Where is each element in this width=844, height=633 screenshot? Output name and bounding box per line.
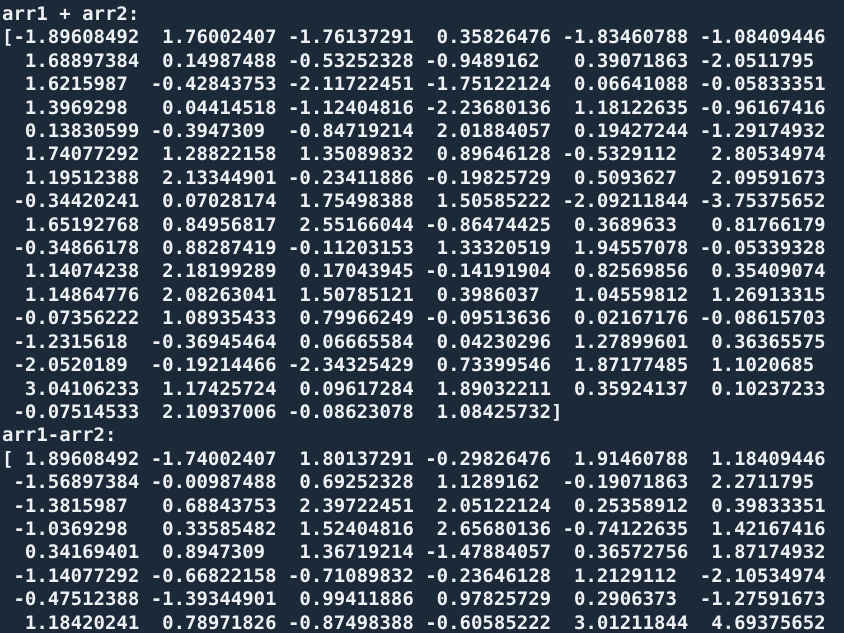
array-diff-label: arr1-arr2: (2, 424, 117, 447)
array-diff-output: [ 1.89608492 -1.74002407 1.80137291 -0.2… (2, 447, 826, 633)
array-sum-output: [-1.89608492 1.76002407 -1.76137291 0.35… (2, 26, 826, 423)
array-sum-label: arr1 + arr2: (2, 3, 140, 25)
